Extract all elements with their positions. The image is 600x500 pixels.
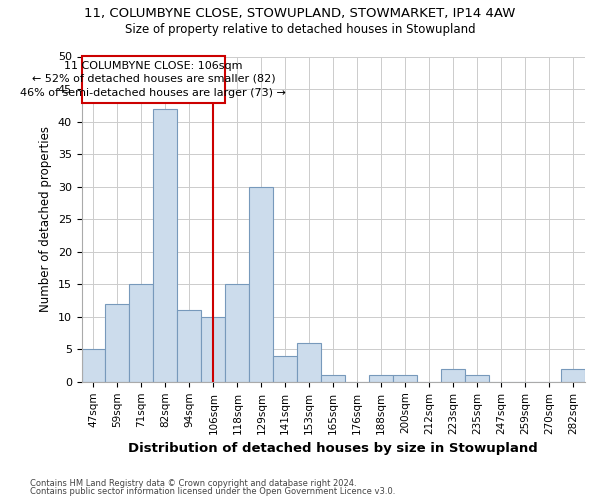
Text: 11 COLUMBYNE CLOSE: 106sqm: 11 COLUMBYNE CLOSE: 106sqm	[64, 61, 242, 71]
Text: Contains HM Land Registry data © Crown copyright and database right 2024.: Contains HM Land Registry data © Crown c…	[30, 478, 356, 488]
Bar	[250, 186, 274, 382]
Bar	[106, 304, 130, 382]
Bar	[130, 284, 154, 382]
Bar	[561, 369, 585, 382]
Bar	[321, 376, 345, 382]
Bar	[274, 356, 297, 382]
Bar	[441, 369, 465, 382]
Bar	[82, 56, 226, 104]
X-axis label: Distribution of detached houses by size in Stowupland: Distribution of detached houses by size …	[128, 442, 538, 455]
Y-axis label: Number of detached properties: Number of detached properties	[39, 126, 52, 312]
Text: Contains public sector information licensed under the Open Government Licence v3: Contains public sector information licen…	[30, 487, 395, 496]
Bar	[82, 350, 106, 382]
Text: 46% of semi-detached houses are larger (73) →: 46% of semi-detached houses are larger (…	[20, 88, 286, 98]
Text: 11, COLUMBYNE CLOSE, STOWUPLAND, STOWMARKET, IP14 4AW: 11, COLUMBYNE CLOSE, STOWUPLAND, STOWMAR…	[85, 8, 515, 20]
Text: Size of property relative to detached houses in Stowupland: Size of property relative to detached ho…	[125, 22, 475, 36]
Text: ← 52% of detached houses are smaller (82): ← 52% of detached houses are smaller (82…	[32, 74, 275, 84]
Bar	[393, 376, 417, 382]
Bar	[369, 376, 393, 382]
Bar	[178, 310, 202, 382]
Bar	[154, 108, 178, 382]
Bar	[297, 343, 321, 382]
Bar	[202, 317, 226, 382]
Bar	[226, 284, 250, 382]
Bar	[465, 376, 489, 382]
